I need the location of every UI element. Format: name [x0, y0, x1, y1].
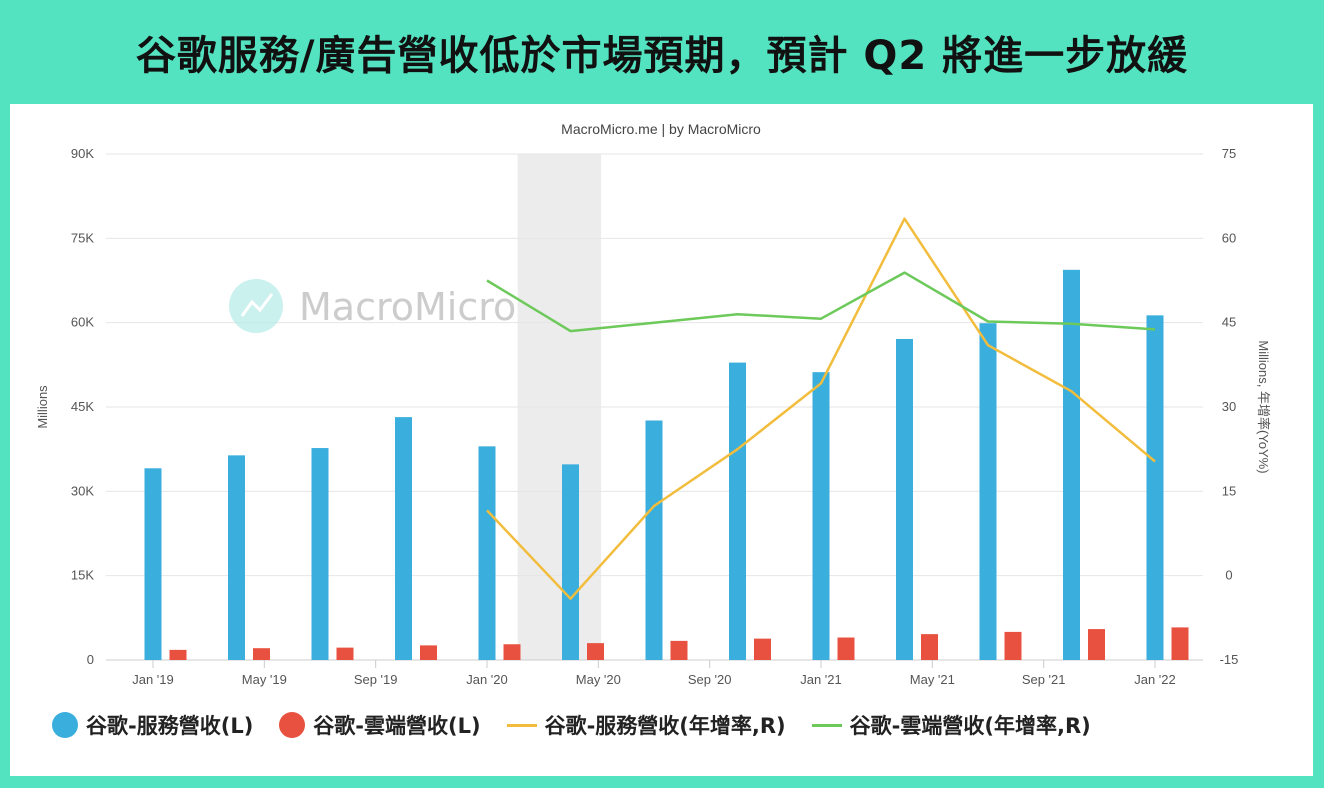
y-tick-left: 45K — [71, 399, 94, 414]
bar-cloud — [420, 645, 437, 660]
bar-services — [144, 468, 162, 660]
y-tick-right: 30 — [1222, 399, 1236, 414]
bar-cloud — [837, 637, 855, 660]
y-axis-title-right: Millions, 年增率(YoY%) — [1256, 340, 1271, 473]
y-axis-title-left: Millions — [35, 385, 50, 429]
legend-item-services-yoy[interactable]: 谷歌-服務營收(年增率,R) — [506, 710, 786, 740]
bar-cloud — [587, 643, 604, 660]
y-tick-left: 15K — [71, 568, 94, 583]
bar-cloud — [1088, 629, 1105, 660]
legend-cloud-yoy-swatch — [811, 723, 842, 727]
y-tick-right: 15 — [1222, 483, 1236, 498]
legend-services-yoy-label: 谷歌-服務營收(年增率,R) — [544, 714, 786, 738]
chart-title: 谷歌服務/廣告營收低於市場預期，預計 Q2 將進一步放緩 — [135, 33, 1189, 79]
watermark-logo-mark — [240, 293, 274, 317]
chart-svg: 0 15K 30K 45K 60K 75K 90K -15 0 15 30 45 60 75 Jan '19… — [35, 121, 1271, 687]
y-tick-left: 75K — [71, 230, 94, 245]
y-tick-right: 45 — [1222, 315, 1236, 330]
bar-cloud — [921, 634, 938, 660]
y-tick-left: 0 — [87, 652, 94, 667]
x-tick-label: Sep '19 — [354, 672, 398, 687]
x-tick-label: May '21 — [910, 672, 955, 687]
x-tick-label: Jan '22 — [1134, 672, 1176, 687]
bar-cloud — [169, 649, 187, 660]
watermark-text: MacroMicro — [299, 285, 516, 329]
x-tick-label: Jan '21 — [800, 672, 842, 687]
line-services-yoy — [486, 217, 1156, 600]
chart-panel: 0 15K 30K 45K 60K 75K 90K -15 0 15 30 45 60 75 Jan '19… — [10, 104, 1313, 776]
bar-services — [1063, 269, 1080, 660]
x-tick-label: Sep '20 — [688, 672, 732, 687]
y-tick-left: 90K — [71, 146, 94, 161]
legend-services-label: 谷歌-服務營收(L) — [86, 714, 254, 738]
bar-cloud — [336, 647, 354, 660]
legend-cloud-label: 谷歌-雲端營收(L) — [313, 714, 481, 738]
bar-services — [979, 323, 997, 660]
bar-services — [812, 372, 830, 660]
bar-services — [228, 455, 245, 660]
x-tick-label: May '19 — [242, 672, 287, 687]
bar-services — [395, 417, 412, 660]
bar-cloud — [253, 648, 270, 660]
chart-credit: MacroMicro.me | by MacroMicro — [561, 121, 761, 137]
x-tick-label: Jan '20 — [466, 672, 508, 687]
y-tick-left: 30K — [71, 483, 94, 498]
bar-cloud — [503, 644, 521, 660]
legend-services-swatch — [52, 712, 78, 738]
y-tick-left: 60K — [71, 315, 94, 330]
bar-services — [478, 446, 496, 660]
bar-cloud — [670, 640, 688, 660]
legend-cloud-yoy-label: 谷歌-雲端營收(年增率,R) — [849, 714, 1091, 738]
bar-cloud — [1171, 627, 1189, 660]
x-tick-label: Jan '19 — [132, 672, 174, 687]
legend-services-yoy-swatch — [506, 723, 537, 727]
x-tick-label: Sep '21 — [1022, 672, 1066, 687]
legend: 谷歌-服務營收(L) 谷歌-雲端營收(L) 谷歌-服務營收(年增率,R) 谷歌-… — [52, 702, 1117, 748]
bar-services — [729, 362, 746, 660]
y-tick-right: -15 — [1220, 652, 1239, 667]
bar-services — [562, 464, 579, 660]
legend-item-cloud[interactable]: 谷歌-雲端營收(L) — [279, 710, 481, 740]
bar-cloud — [1004, 631, 1022, 660]
y-tick-right: 0 — [1225, 568, 1232, 583]
bar-services — [1146, 315, 1164, 660]
legend-cloud-swatch — [279, 712, 306, 738]
legend-item-services[interactable]: 谷歌-服務營收(L) — [52, 710, 253, 740]
bar-services — [896, 338, 913, 660]
bar-cloud — [754, 638, 771, 660]
bar-services — [645, 420, 663, 660]
x-tick-label: May '20 — [576, 672, 621, 687]
title-bar: 谷歌服務/廣告營收低於市場預期，預計 Q2 將進一步放緩 — [0, 0, 1324, 104]
y-tick-right: 75 — [1222, 146, 1236, 161]
legend-item-cloud-yoy[interactable]: 谷歌-雲端營收(年增率,R) — [811, 710, 1091, 740]
line-cloud-yoy — [486, 271, 1156, 333]
y-tick-right: 60 — [1222, 230, 1236, 245]
bar-services — [311, 448, 329, 660]
